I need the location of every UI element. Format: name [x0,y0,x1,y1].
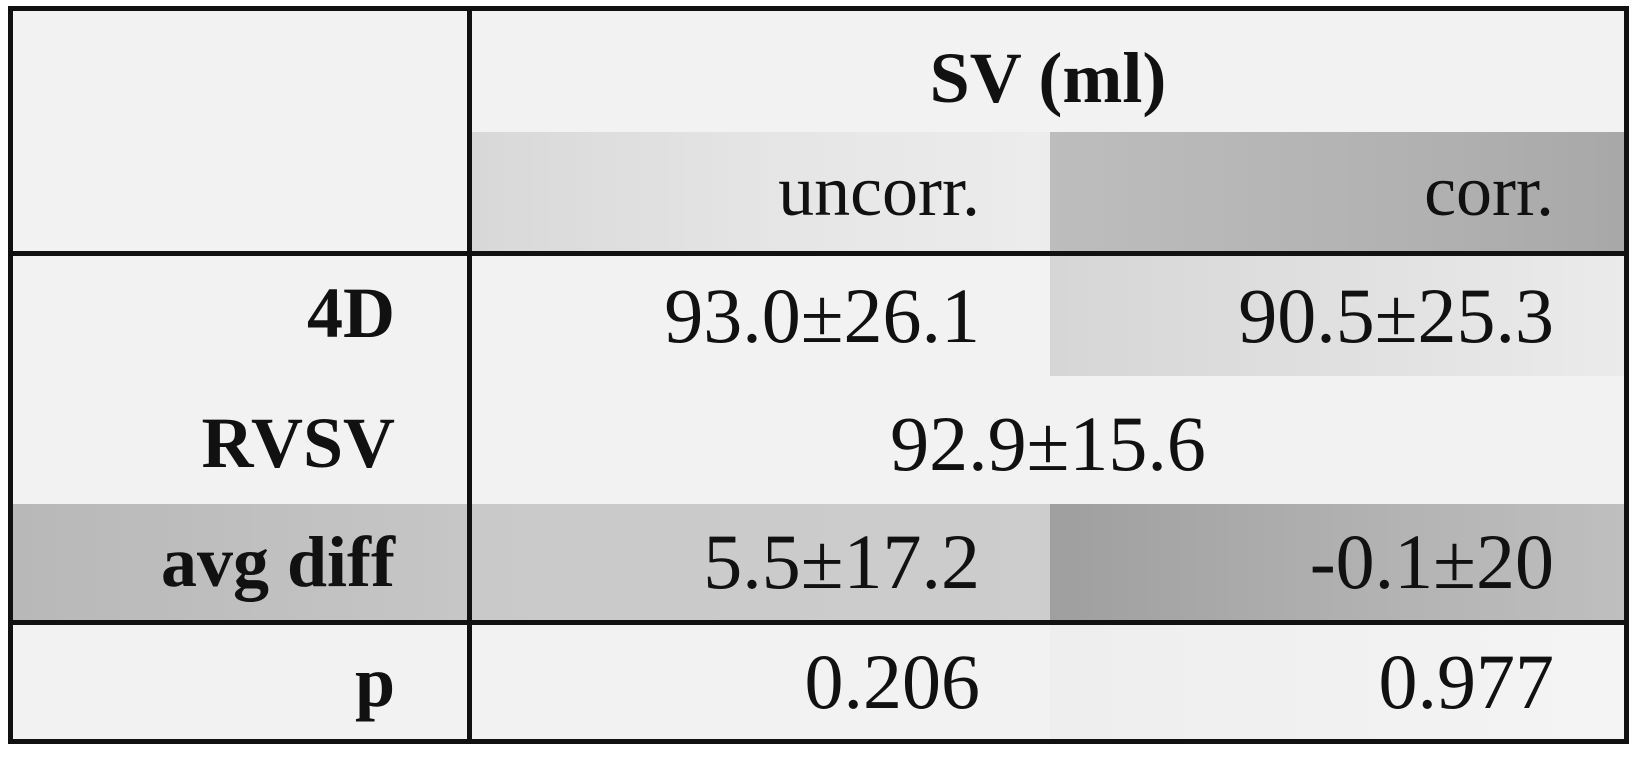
divider-p-row [8,620,1629,625]
divider-label-column [467,6,472,744]
table-title: SV (ml) [929,37,1167,118]
cell-p-corr: 0.977 [1050,625,1624,739]
cell-avg-diff-uncorr: 5.5±17.2 [472,504,1050,620]
cell-p-uncorr: 0.206 [804,638,981,725]
cell-4d-uncorr: 93.0±26.1 [664,272,980,359]
column-header-corr: corr. [1050,132,1624,251]
cell-rvsv-combined: 92.9±15.6 [890,399,1206,487]
cell-avg-diff-corr: -0.1±20 [1050,504,1624,620]
divider-header [8,251,1629,256]
row-label-rvsv: RVSV [201,403,396,483]
row-label-avg-diff: avg diff [13,504,467,620]
cell-4d-corr: 90.5±25.3 [1050,256,1624,376]
row-label-p: p [354,641,395,722]
column-header-uncorr: uncorr. [472,132,1050,251]
row-label-4d: 4D [307,273,395,353]
